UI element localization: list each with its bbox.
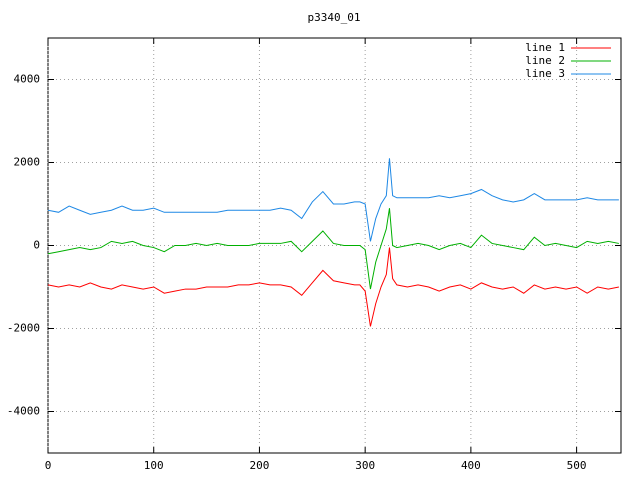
x-tick-label: 300 xyxy=(355,459,375,472)
y-tick-label: -2000 xyxy=(7,322,40,335)
y-tick-label: 4000 xyxy=(14,73,41,86)
x-tick-label: 200 xyxy=(250,459,270,472)
legend-label: line 3 xyxy=(525,67,565,80)
y-tick-label: 2000 xyxy=(14,156,41,169)
x-tick-label: 500 xyxy=(567,459,587,472)
y-tick-label: 0 xyxy=(33,239,40,252)
y-tick-label: -4000 xyxy=(7,405,40,418)
chart-title: p3340_01 xyxy=(308,11,361,24)
legend-label: line 2 xyxy=(525,54,565,67)
plot-frame xyxy=(47,37,622,454)
x-tick-label: 100 xyxy=(144,459,164,472)
legend-label: line 1 xyxy=(525,41,565,54)
x-tick-label: 400 xyxy=(461,459,481,472)
series-line xyxy=(47,158,619,242)
series-line xyxy=(47,247,619,327)
series-line xyxy=(47,208,619,290)
x-tick-label: 0 xyxy=(45,459,52,472)
